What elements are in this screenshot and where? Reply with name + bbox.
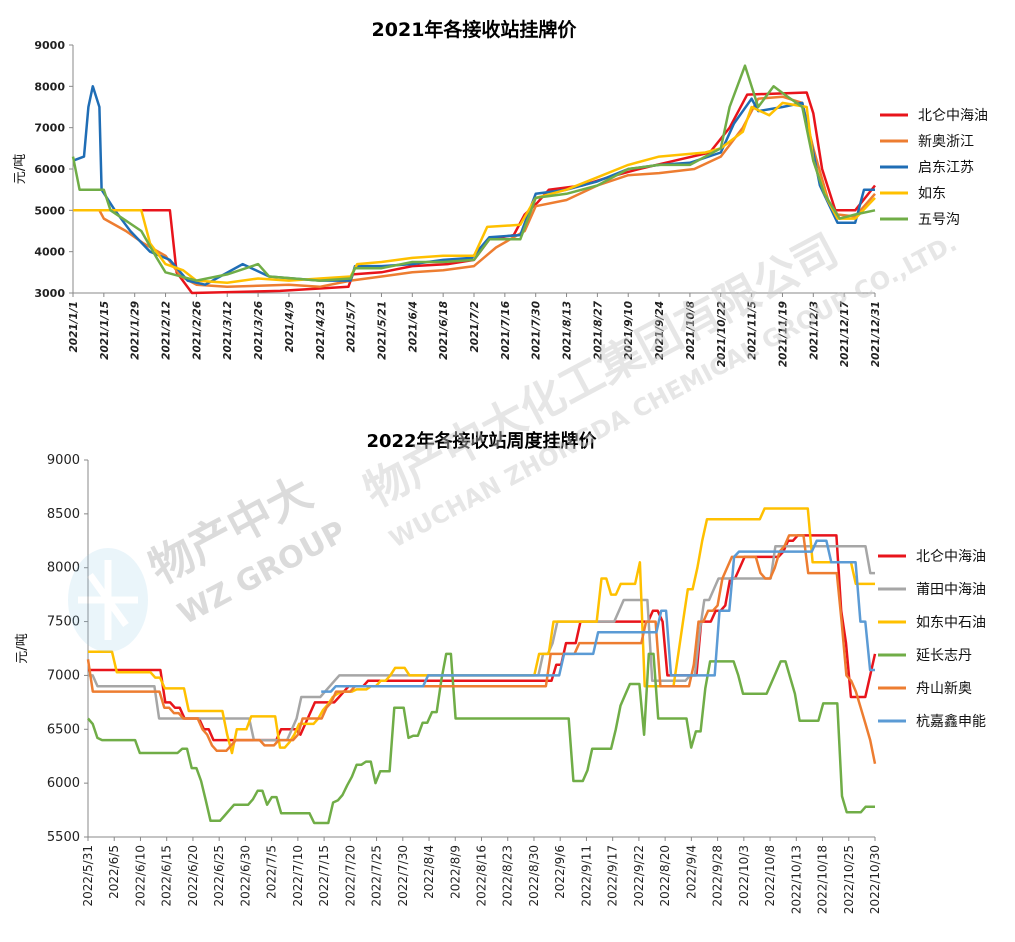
x-tick-label: 2022/6/5	[107, 845, 121, 899]
x-tick-label: 2022/9/28	[711, 845, 725, 907]
x-tick-label: 2021/10/8	[685, 301, 697, 360]
x-tick-label: 2022/10/30	[868, 845, 882, 914]
x-tick-label: 2021/12/3	[808, 301, 820, 360]
x-tick-label: 2021/6/18	[438, 301, 450, 360]
legend-label: 五号沟	[918, 212, 960, 228]
series-line	[73, 101, 876, 284]
x-tick-label: 2021/3/12	[222, 301, 234, 360]
x-tick-label: 2022/10/8	[763, 845, 777, 907]
x-tick-label: 2021/1/1	[68, 301, 80, 353]
x-tick-label: 2021/8/27	[592, 300, 604, 360]
x-tick-label: 2021/4/9	[284, 301, 296, 353]
x-tick-label: 2021/12/31	[870, 301, 882, 367]
x-tick-label: 2022/8/4	[422, 845, 436, 899]
chart-title: 2022年各接收站周度挂牌价	[366, 430, 597, 452]
legend-label: 新奥浙江	[918, 133, 974, 150]
y-tick-label: 7000	[34, 122, 65, 135]
y-tick-label: 6000	[47, 776, 80, 791]
y-tick-label: 7000	[47, 668, 80, 683]
x-tick-label: 2021/6/4	[407, 301, 419, 353]
y-tick-label: 5000	[34, 204, 65, 217]
x-tick-label: 2022/10/3	[737, 845, 751, 907]
x-tick-label: 2022/7/20	[343, 845, 357, 907]
x-tick-label: 2021/11/19	[777, 301, 789, 367]
series-line	[88, 507, 875, 755]
y-tick-label: 6500	[47, 722, 80, 737]
x-tick-label: 2022/6/15	[160, 845, 174, 907]
y-tick-label: 5500	[47, 830, 80, 845]
legend-label: 启东江苏	[918, 160, 974, 176]
x-tick-label: 2021/7/30	[531, 301, 543, 360]
series-line	[321, 539, 875, 693]
chart-title: 2021年各接收站挂牌价	[372, 18, 578, 41]
x-tick-label: 2022/6/25	[212, 845, 226, 907]
x-tick-label: 2022/10/25	[842, 845, 856, 914]
x-tick-label: 2022/9/22	[632, 845, 646, 907]
x-tick-label: 2022/6/20	[186, 845, 200, 907]
series-line	[71, 64, 876, 282]
chart-2021: 2021年各接收站挂牌价 3000 4000 5000 6000 7000 8000 9000…	[13, 18, 988, 367]
legend-label: 如东	[918, 186, 946, 202]
x-tick-label: 2021/1/29	[130, 301, 142, 360]
x-tick-label: 2022/9/17	[606, 845, 620, 907]
x-tick-label: 2022/7/5	[265, 845, 279, 899]
series-line	[86, 534, 877, 765]
y-tick-label: 9000	[47, 453, 80, 468]
x-tick-label: 2022/8/23	[501, 845, 515, 907]
x-tick-label: 2021/3/26	[253, 301, 265, 360]
x-tick-label: 2021/7/2	[469, 301, 481, 353]
x-tick-label: 2022/8/9	[448, 845, 462, 899]
y-tick-label: 8000	[34, 80, 65, 93]
y-tick-label: 3000	[34, 287, 65, 300]
x-tick-label: 2021/5/7	[346, 300, 358, 352]
y-tick-label: 9000	[34, 39, 65, 52]
x-tick-label: 2021/2/26	[191, 301, 203, 360]
x-tick-label: 2022/7/10	[291, 845, 305, 907]
x-tick-label: 2021/8/13	[562, 301, 574, 360]
x-tick-label: 2022/10/13	[789, 845, 803, 914]
legend-label: 杭嘉鑫申能	[916, 713, 986, 730]
x-tick-label: 2022/5/31	[81, 845, 95, 907]
x-tick-label: 2021/2/12	[161, 301, 173, 360]
legend-label: 如东中石油	[916, 615, 986, 631]
x-tick-label: 2021/11/5	[747, 301, 759, 360]
x-tick-label: 2022/7/25	[370, 845, 384, 907]
y-tick-label: 8500	[47, 507, 80, 522]
x-tick-label: 2022/8/16	[475, 845, 489, 907]
x-tick-label: 2022/9/6	[553, 845, 567, 899]
x-tick-label: 2021/4/23	[315, 301, 327, 360]
x-tick-label: 2021/1/15	[99, 301, 111, 360]
x-tick-label: 2022/8/20	[658, 845, 672, 907]
y-axis-label: 元/吨	[13, 154, 28, 184]
x-tick-label: 2022/7/30	[396, 845, 410, 907]
y-tick-label: 7500	[47, 615, 80, 630]
y-axis-label: 元/吨	[15, 633, 30, 663]
series-line	[87, 652, 875, 825]
y-tick-label: 4000	[34, 246, 65, 259]
series-line	[88, 534, 877, 742]
legend-label: 北仑中海油	[916, 549, 986, 565]
x-tick-label: 2021/7/16	[500, 301, 512, 360]
x-tick-label: 2022/6/10	[133, 845, 147, 907]
chart-2022: 2022年各接收站周度挂牌价 5500 6000 6500 7000 7500 8000 85…	[15, 430, 986, 914]
legend-label: 舟山新奥	[916, 680, 972, 697]
x-tick-label: 2021/9/10	[623, 301, 635, 360]
x-tick-label: 2021/12/17	[839, 300, 851, 367]
x-tick-label: 2022/6/30	[238, 845, 252, 907]
y-tick-label: 6000	[34, 163, 65, 176]
x-tick-label: 2022/9/11	[579, 845, 593, 907]
x-tick-label: 2021/10/22	[716, 301, 728, 367]
series-line	[72, 85, 875, 286]
x-tick-label: 2022/7/15	[317, 845, 331, 907]
x-tick-label: 2022/8/30	[527, 845, 541, 907]
x-tick-label: 2022/9/4	[684, 845, 698, 899]
legend-label: 莆田中海油	[916, 582, 986, 598]
legend-label: 延长志丹	[916, 648, 972, 664]
y-tick-label: 8000	[47, 561, 80, 576]
series-line	[73, 91, 876, 295]
x-tick-label: 2021/5/21	[376, 301, 388, 360]
x-tick-label: 2022/10/18	[816, 845, 830, 914]
legend-label: 北仑中海油	[918, 108, 988, 124]
x-tick-label: 2021/9/24	[654, 301, 666, 360]
